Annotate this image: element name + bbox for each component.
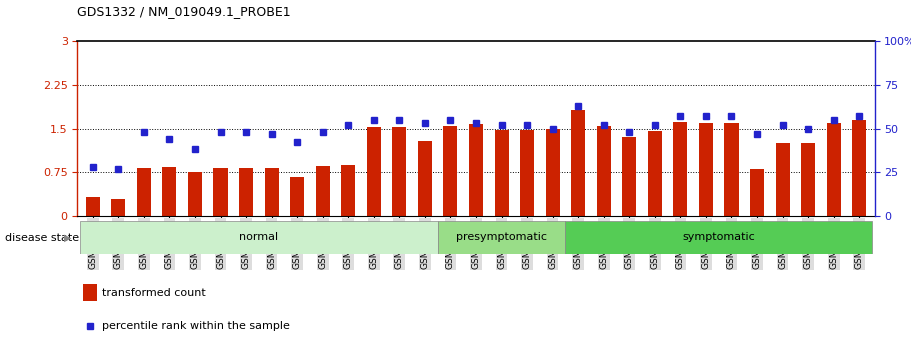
Bar <box>597 126 610 216</box>
Bar <box>393 127 406 216</box>
Text: presymptomatic: presymptomatic <box>456 232 547 242</box>
Bar <box>239 168 253 216</box>
Bar <box>437 221 566 254</box>
Bar <box>699 123 713 216</box>
Bar <box>418 141 432 216</box>
Bar <box>188 172 202 216</box>
Text: symptomatic: symptomatic <box>682 232 755 242</box>
Bar <box>724 123 739 216</box>
Bar <box>622 137 636 216</box>
Bar <box>495 130 508 216</box>
Bar <box>367 127 381 216</box>
Text: transformed count: transformed count <box>102 288 206 298</box>
Bar <box>469 124 483 216</box>
Bar <box>316 166 330 216</box>
Bar <box>83 284 97 301</box>
Bar <box>111 199 126 216</box>
Bar <box>852 120 866 216</box>
Bar <box>648 131 662 216</box>
Bar <box>290 177 304 216</box>
Bar <box>826 123 841 216</box>
Bar <box>444 126 457 216</box>
Bar <box>801 143 815 216</box>
Bar <box>750 169 764 216</box>
Bar <box>775 143 790 216</box>
Bar <box>566 221 872 254</box>
Bar <box>546 128 559 216</box>
Text: ▶: ▶ <box>64 233 71 243</box>
Bar <box>213 168 228 216</box>
Bar <box>264 168 279 216</box>
Bar <box>162 167 177 216</box>
Text: normal: normal <box>240 232 279 242</box>
Bar <box>673 121 688 216</box>
Bar <box>137 168 151 216</box>
Bar <box>520 130 534 216</box>
Bar <box>571 110 585 216</box>
Bar <box>80 221 437 254</box>
Text: GDS1332 / NM_019049.1_PROBE1: GDS1332 / NM_019049.1_PROBE1 <box>77 5 291 18</box>
Bar <box>86 197 100 216</box>
Text: disease state: disease state <box>5 233 78 243</box>
Text: percentile rank within the sample: percentile rank within the sample <box>102 321 290 331</box>
Bar <box>342 165 355 216</box>
